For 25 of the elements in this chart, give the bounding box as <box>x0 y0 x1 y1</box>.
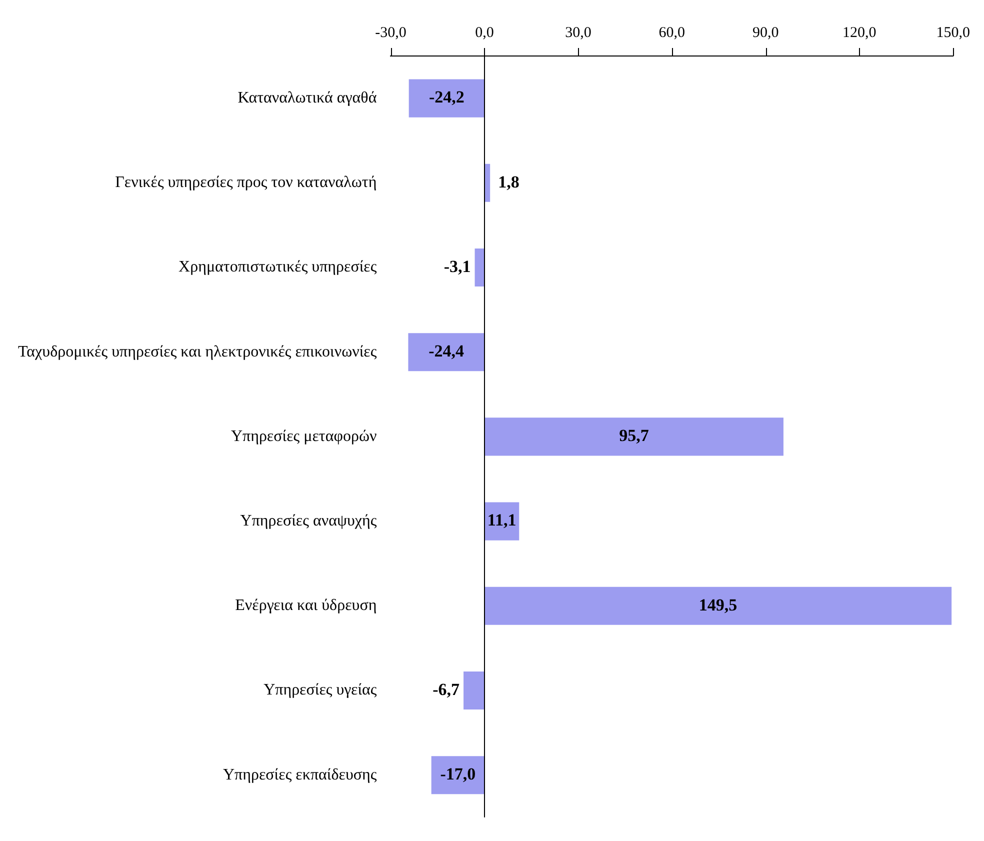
data-label: -17,0 <box>440 764 476 784</box>
data-label: 95,7 <box>619 426 650 446</box>
y-tick-label: Ταχυδρομικές υπηρεσίες και ηλεκτρονικές επικοινωνίες <box>18 343 378 360</box>
x-tick-label: 90,0 <box>752 24 779 41</box>
data-label: 11,1 <box>487 510 516 530</box>
x-tick-label: 120,0 <box>842 24 876 41</box>
y-tick-label: Υπηρεσίες υγείας <box>264 682 378 699</box>
data-label: -24,4 <box>428 341 465 360</box>
y-tick-label: Υπηρεσίες αναψυχής <box>240 512 378 530</box>
y-tick-label: Γενικές υπηρεσίες προς τον καταναλωτή <box>115 174 377 192</box>
data-label: 1,8 <box>498 172 520 192</box>
y-tick-label: Ενέργεια και ύδρευση <box>235 597 377 614</box>
data-label: -6,7 <box>432 680 460 699</box>
x-tick-label: 0,0 <box>475 24 494 41</box>
x-tick-label: 150,0 <box>936 24 970 41</box>
data-label: 149,5 <box>698 595 738 614</box>
data-label: -3,1 <box>444 256 471 276</box>
x-tick-label: 60,0 <box>658 24 686 41</box>
y-tick-label: Καταναλωτικά αγαθά <box>238 90 378 107</box>
x-tick-label: -30,0 <box>375 24 406 41</box>
y-tick-label: Υπηρεσίες εκπαίδευσης <box>222 766 378 784</box>
y-tick-label: Χρηματοπιστωτικές υπηρεσίες <box>178 258 378 276</box>
data-label: -24,2 <box>428 88 464 107</box>
x-tick-label: 30,0 <box>565 24 592 41</box>
y-tick-label: Υπηρεσίες μεταφορών <box>230 428 377 445</box>
